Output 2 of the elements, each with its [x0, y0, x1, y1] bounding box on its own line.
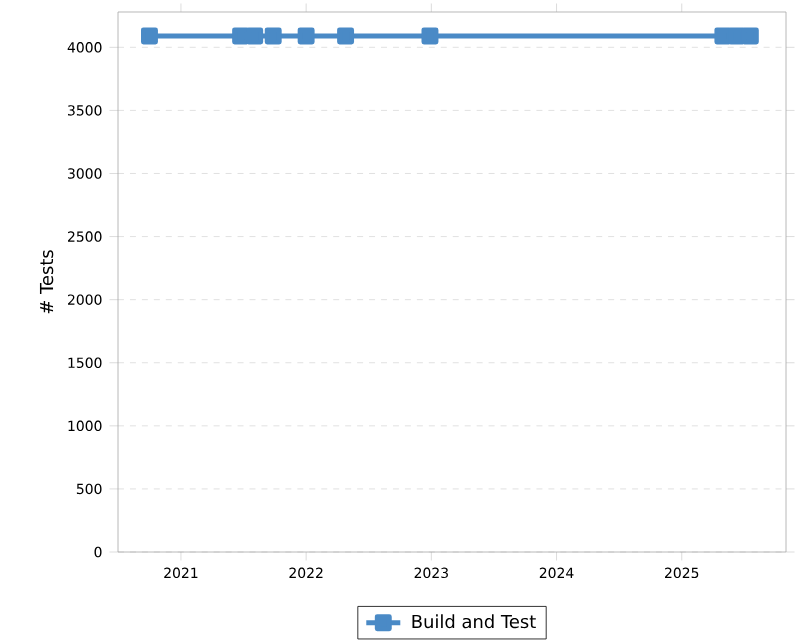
legend-label: Build and Test [412, 614, 536, 629]
y-axis-title: # Tests [39, 250, 54, 314]
